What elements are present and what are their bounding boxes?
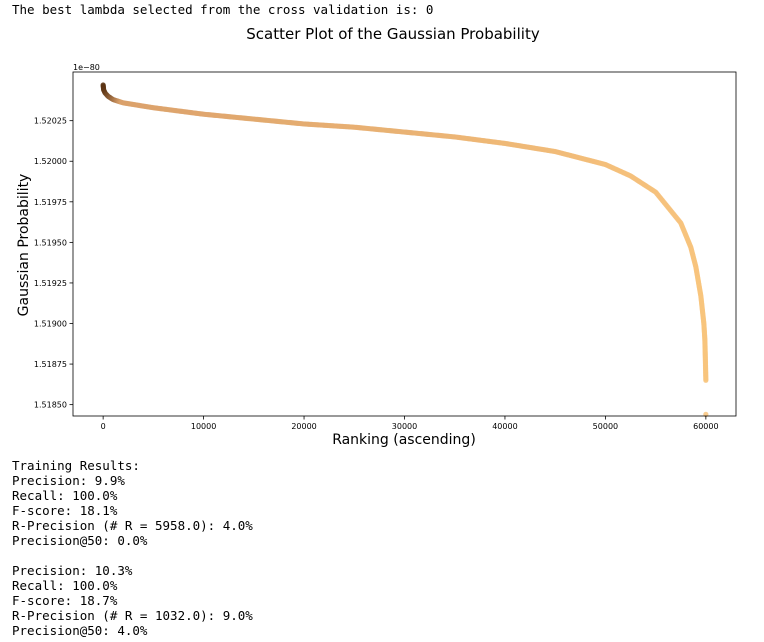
- y-tick-label: 1.52025: [34, 117, 67, 126]
- x-tick-label: 60000: [693, 422, 718, 431]
- x-tick-label: 0: [101, 422, 106, 431]
- x-axis: 0 10000 20000 30000 40000 50000 60000: [101, 416, 719, 431]
- plot-area: [100, 82, 709, 417]
- data-point: [703, 377, 709, 383]
- x-axis-label: Ranking (ascending): [332, 432, 476, 448]
- second-r-precision: R-Precision (# R = 1032.0): 9.0%: [12, 608, 253, 623]
- y-axis-label: Gaussian Probability: [16, 174, 32, 317]
- training-precision: Precision: 9.9%: [12, 473, 125, 488]
- y-tick-label: 1.51950: [34, 238, 67, 247]
- training-r-precision: R-Precision (# R = 5958.0): 4.0%: [12, 518, 253, 533]
- y-tick-label: 1.51925: [34, 279, 67, 288]
- results-output: Training Results: Precision: 9.9% Recall…: [12, 458, 253, 638]
- y-tick-label: 1.51975: [34, 198, 67, 207]
- y-tick-label: 1.52000: [34, 157, 67, 166]
- header-text: The best lambda selected from the cross …: [12, 2, 434, 17]
- training-precision-at-50: Precision@50: 0.0%: [12, 533, 148, 548]
- y-offset-label: 1e−80: [73, 63, 100, 72]
- second-recall: Recall: 100.0%: [12, 578, 118, 593]
- chart-title: Scatter Plot of the Gaussian Probability: [246, 25, 540, 43]
- y-tick-label: 1.51875: [34, 360, 67, 369]
- training-recall: Recall: 100.0%: [12, 488, 118, 503]
- training-fscore: F-score: 18.1%: [12, 503, 118, 518]
- y-tick-label: 1.51900: [34, 320, 67, 329]
- spacer: [12, 548, 253, 563]
- x-tick-label: 10000: [191, 422, 216, 431]
- second-precision-at-50: Precision@50: 4.0%: [12, 623, 148, 638]
- scatter-chart: Scatter Plot of the Gaussian Probability…: [16, 25, 737, 448]
- x-tick-label: 50000: [593, 422, 618, 431]
- training-heading: Training Results:: [12, 458, 140, 473]
- second-fscore: F-score: 18.7%: [12, 593, 118, 608]
- x-tick-label: 20000: [291, 422, 316, 431]
- plot-frame: [72, 71, 737, 417]
- y-axis: 1.51850 1.51875 1.51900 1.51925 1.51950 1.519…: [34, 117, 73, 410]
- y-tick-label: 1.51850: [34, 401, 67, 410]
- x-tick-label: 30000: [392, 422, 417, 431]
- second-precision: Precision: 10.3%: [12, 563, 133, 578]
- x-tick-label: 40000: [492, 422, 517, 431]
